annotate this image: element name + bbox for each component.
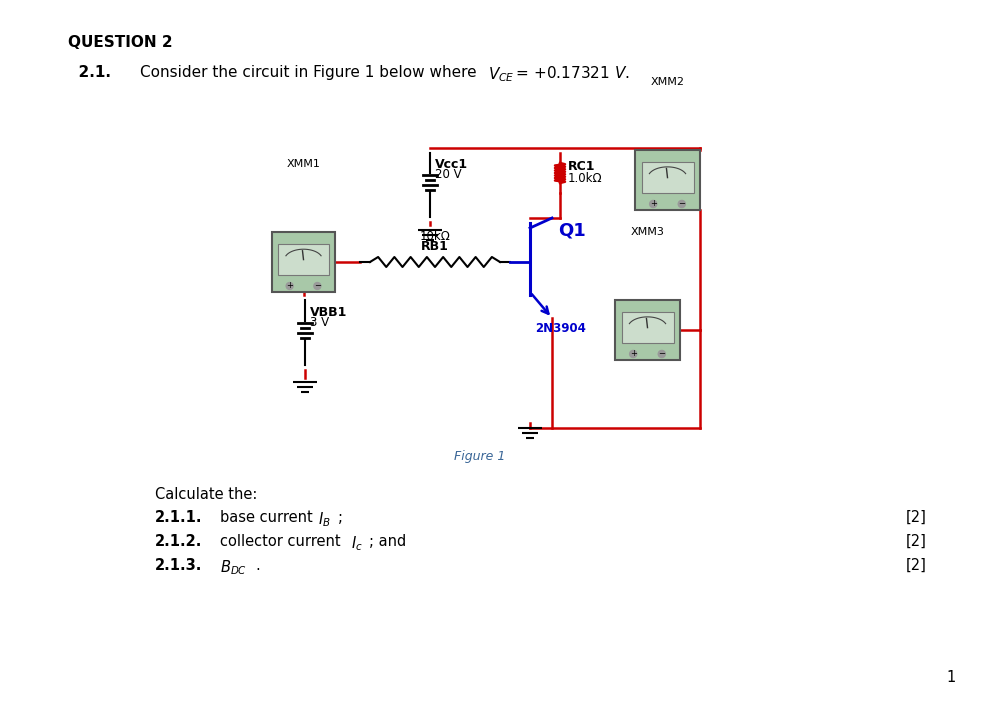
Circle shape [658,350,665,358]
Text: 2.1.1.: 2.1.1. [155,510,203,525]
Text: 1: 1 [946,670,955,685]
Text: .: . [255,558,260,573]
Bar [621,312,674,343]
Text: −: − [679,200,686,208]
Text: [2]: [2] [906,534,927,549]
Text: XMM2: XMM2 [650,77,685,87]
Text: +: + [650,200,657,208]
Bar [641,162,694,193]
Text: 20 V: 20 V [435,168,461,181]
Text: 10kΩ: 10kΩ [420,230,451,243]
Text: −: − [658,350,665,358]
Text: +: + [287,282,293,290]
Bar [279,244,329,275]
Text: 2.1.3.: 2.1.3. [155,558,203,573]
Text: 2.1.2.: 2.1.2. [155,534,203,549]
Circle shape [314,283,321,290]
Text: [2]: [2] [906,510,927,525]
Circle shape [629,350,637,358]
Text: +: + [629,350,636,358]
Circle shape [678,200,686,207]
Bar [272,232,335,292]
Circle shape [650,200,657,207]
Text: $V_{CE}$: $V_{CE}$ [488,65,515,83]
Text: XMM1: XMM1 [287,159,320,169]
Text: collector current: collector current [220,534,345,549]
Text: $B_{DC}$: $B_{DC}$ [220,558,247,577]
Text: base current: base current [220,510,317,525]
Text: Vcc1: Vcc1 [435,158,468,171]
Text: Q1: Q1 [558,222,586,240]
Text: −: − [314,282,321,290]
Text: 1.0kΩ: 1.0kΩ [568,172,603,186]
Circle shape [287,283,293,290]
Text: RC1: RC1 [568,161,596,174]
Text: Calculate the:: Calculate the: [155,487,258,502]
Text: Consider the circuit in Figure 1 below where: Consider the circuit in Figure 1 below w… [140,65,481,80]
Text: 2.1.: 2.1. [68,65,111,80]
Bar [635,150,700,210]
Text: $I_c$: $I_c$ [351,534,363,552]
Text: XMM3: XMM3 [630,227,665,237]
Text: 3 V: 3 V [310,315,329,329]
Text: QUESTION 2: QUESTION 2 [68,35,173,50]
Text: $I_B$: $I_B$ [318,510,331,529]
Text: ;: ; [338,510,343,525]
Text: = +0.17321 $V$.: = +0.17321 $V$. [511,65,629,81]
Text: RB1: RB1 [421,240,449,253]
Text: ; and: ; and [369,534,406,549]
Text: [2]: [2] [906,558,927,573]
Text: VBB1: VBB1 [310,306,348,318]
Text: 2N3904: 2N3904 [535,322,586,335]
Bar [615,300,680,360]
Text: Figure 1: Figure 1 [454,450,506,463]
